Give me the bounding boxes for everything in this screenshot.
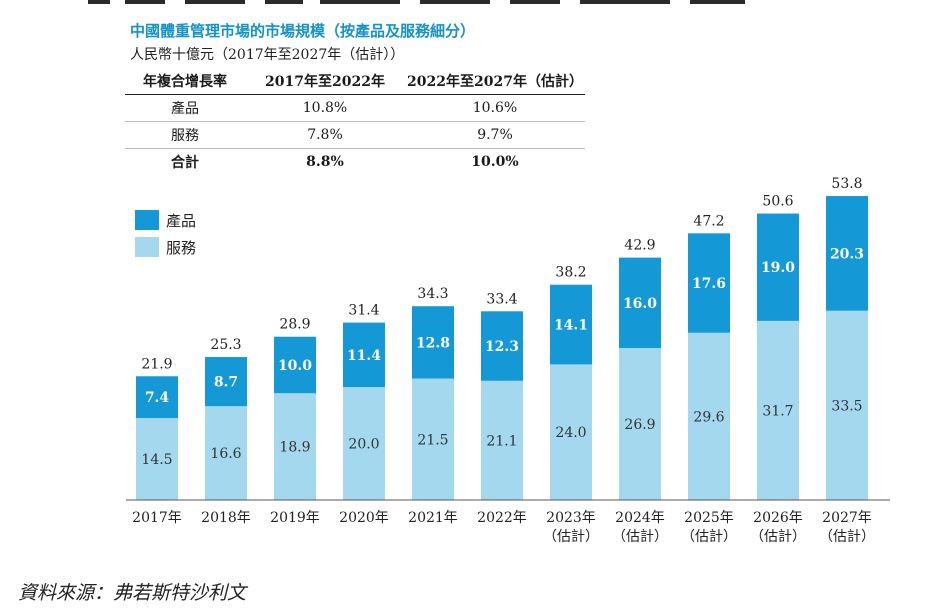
bar-label-products: 16.0 (623, 296, 657, 312)
chart-unit-subtitle: 人民幣十億元（2017年至2027年（估計）） (130, 47, 405, 63)
bar-label-services: 16.6 (210, 446, 241, 462)
x-tick-label: 2021年 (408, 510, 458, 526)
x-tick-label: （估計） (681, 529, 737, 545)
bar-label-services: 21.1 (486, 433, 517, 449)
cagr-row-label: 產品 (125, 94, 245, 122)
bar-label-services: 21.5 (417, 432, 448, 448)
source-note: 資料來源：弗若斯特沙利文 (18, 582, 247, 604)
bar-label-services: 26.9 (624, 417, 655, 433)
bar-services (826, 310, 868, 500)
cagr-row-label: 合計 (171, 155, 199, 171)
bar-products (274, 336, 316, 394)
bar-services (136, 418, 178, 500)
bar-products (412, 306, 454, 379)
bar-services (550, 364, 592, 500)
cagr-header-2017-2022: 2017年至2022年 (245, 68, 405, 95)
bar-services (412, 378, 454, 500)
x-tick-label: 2027年 (822, 510, 872, 526)
x-tick-label: （估計） (819, 529, 875, 545)
bar-label-products: 14.1 (554, 318, 588, 334)
bar-total-label: 50.6 (762, 194, 793, 210)
bar-products (136, 376, 178, 419)
bar-products (205, 357, 247, 407)
bar-label-products: 12.3 (485, 339, 519, 355)
x-tick-label: 2017年 (132, 510, 182, 526)
bar-products (343, 322, 385, 387)
legend-label-services: 服務 (166, 239, 196, 257)
bar-services (481, 380, 523, 500)
bar-label-products: 12.8 (416, 335, 450, 351)
bar-services (757, 320, 799, 500)
x-tick-label: 2023年 (546, 510, 596, 526)
bar-products (481, 311, 523, 381)
x-tick-label: 2025年 (684, 510, 734, 526)
x-tick-label: 2024年 (615, 510, 665, 526)
bar-services (343, 387, 385, 500)
bar-total-label: 47.2 (693, 213, 724, 229)
x-tick-label: 2026年 (753, 510, 803, 526)
cagr-header-2022-2027: 2022年至2027年（估計） (405, 68, 585, 95)
x-tick-label: 2020年 (339, 510, 389, 526)
x-tick-label: 2018年 (201, 510, 251, 526)
bar-total-label: 21.9 (141, 356, 172, 372)
bar-products (688, 233, 730, 333)
cagr-table: 年複合增長率 2017年至2022年 2022年至2027年（估計） 產品 10… (125, 68, 585, 175)
x-tick-label: 2019年 (270, 510, 320, 526)
bar-label-services: 20.0 (348, 437, 379, 453)
bar-total-label: 33.4 (486, 291, 517, 307)
cagr-row-total: 合計 8.8% 10.0% (125, 149, 585, 176)
bar-total-label: 38.2 (555, 265, 586, 281)
cagr-value: 8.8% (306, 154, 344, 170)
bar-label-services: 18.9 (279, 440, 310, 456)
cagr-table-header-row: 年複合增長率 2017年至2022年 2022年至2027年（估計） (125, 68, 585, 95)
cagr-row-services: 服務 7.8% 9.7% (125, 121, 585, 149)
cagr-value: 10.0% (471, 154, 519, 170)
cagr-value: 10.6% (405, 94, 585, 122)
cagr-header-label: 年複合增長率 (125, 68, 245, 95)
cagr-value: 10.8% (245, 94, 405, 122)
cagr-value: 9.7% (405, 121, 585, 149)
x-tick-label: 2022年 (477, 510, 527, 526)
bar-products (550, 284, 592, 365)
top-cropped-text-strip (0, 0, 943, 8)
bar-total-label: 25.3 (210, 337, 241, 353)
legend-swatch-products (135, 210, 159, 230)
bar-label-services: 29.6 (693, 409, 724, 425)
bar-label-products: 17.6 (692, 276, 726, 292)
bar-label-products: 10.0 (278, 358, 312, 374)
bar-total-label: 42.9 (624, 238, 655, 254)
bar-label-services: 14.5 (141, 452, 172, 468)
bar-services (205, 406, 247, 500)
legend-label-products: 產品 (166, 212, 196, 230)
bar-products (619, 257, 661, 349)
bar-products (826, 196, 868, 311)
x-tick-label: （估計） (750, 529, 806, 545)
bar-total-label: 53.8 (831, 176, 862, 192)
bar-services (274, 393, 316, 500)
cagr-row-products: 產品 10.8% 10.6% (125, 94, 585, 122)
bar-services (688, 332, 730, 500)
bar-label-products: 11.4 (347, 348, 381, 364)
bar-products (757, 213, 799, 321)
bar-total-label: 34.3 (417, 286, 448, 302)
bar-label-products: 19.0 (761, 260, 795, 276)
bar-label-services: 31.7 (762, 403, 793, 419)
bar-label-services: 24.0 (555, 425, 586, 441)
cagr-value: 7.8% (245, 121, 405, 149)
bar-total-label: 28.9 (279, 317, 310, 333)
chart-title: 中國體重管理市場的市場規模（按產品及服務細分） (130, 22, 476, 40)
x-tick-label: （估計） (612, 529, 668, 545)
bar-label-products: 8.7 (214, 375, 238, 391)
cagr-row-label: 服務 (125, 121, 245, 149)
legend-swatch-services (135, 237, 159, 257)
x-tick-label: （估計） (543, 529, 599, 545)
bar-label-products: 7.4 (145, 390, 170, 406)
bar-label-products: 20.3 (830, 246, 864, 262)
bar-total-label: 31.4 (348, 303, 379, 319)
bar-services (619, 348, 661, 500)
bar-label-services: 33.5 (831, 398, 862, 414)
